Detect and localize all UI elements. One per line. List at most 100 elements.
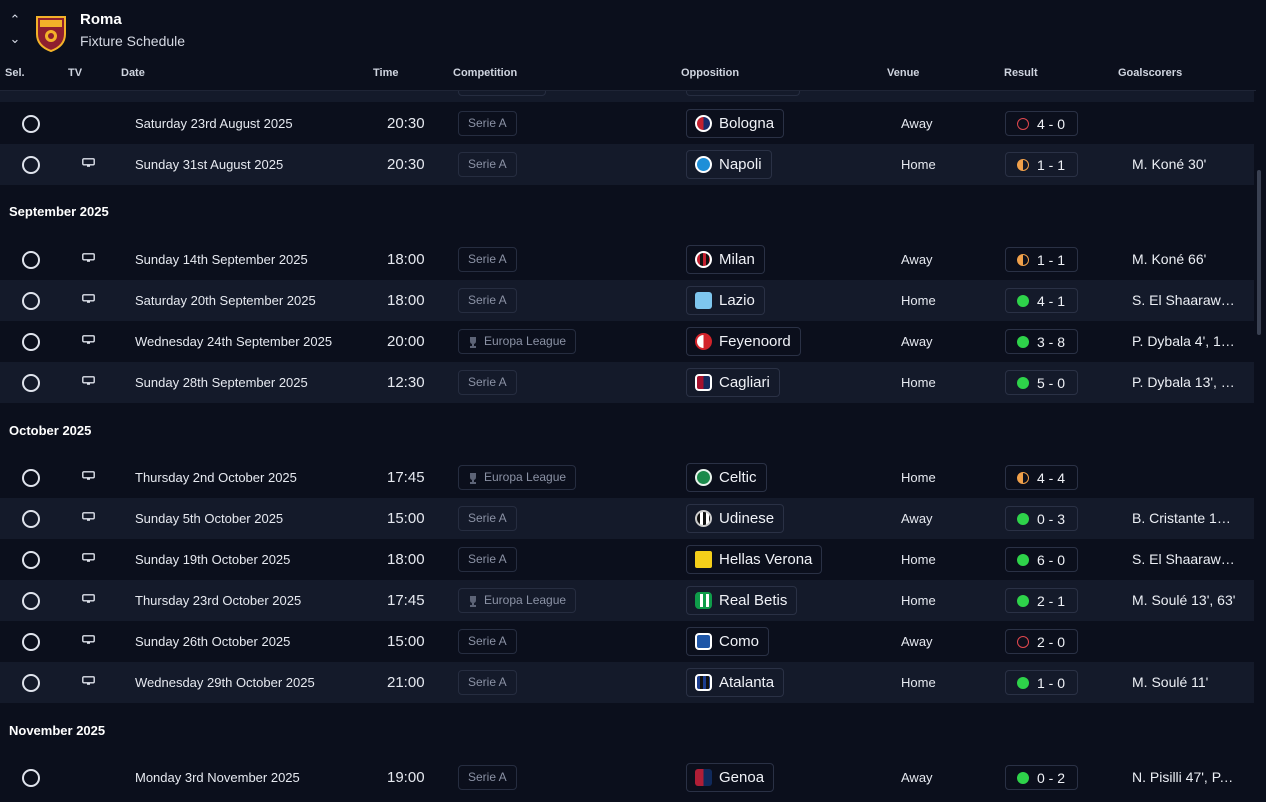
competition-label: Serie A — [468, 375, 507, 389]
col-tv[interactable]: TV — [68, 67, 83, 79]
result-pill[interactable]: 4 - 1 — [1005, 288, 1078, 313]
competition-pill[interactable]: Serie A — [458, 765, 517, 790]
competition-label: Serie A — [468, 293, 507, 307]
fixture-row[interactable]: Thursday 23rd October 2025 17:45 Europa Le… — [0, 580, 1254, 621]
opposition-pill[interactable]: Bologna — [686, 109, 785, 138]
select-radio[interactable] — [22, 633, 40, 651]
col-sel[interactable]: Sel. — [5, 67, 25, 79]
fixture-row[interactable]: Sunday 19th October 2025 18:00 Serie A Hell… — [0, 539, 1254, 580]
opposition-pill[interactable]: Feyenoord — [686, 327, 801, 356]
col-result[interactable]: Result — [1004, 67, 1038, 79]
select-radio[interactable] — [22, 674, 40, 692]
col-venue[interactable]: Venue — [887, 67, 920, 79]
col-opposition[interactable]: Opposition — [681, 67, 740, 79]
opposition-pill[interactable]: Atalanta — [686, 668, 785, 697]
select-radio[interactable] — [22, 333, 40, 351]
competition-pill[interactable]: Serie A — [458, 288, 517, 313]
select-radio[interactable] — [22, 251, 40, 269]
competition-pill[interactable]: Europa League — [458, 329, 577, 354]
opposition-pill[interactable]: Genoa — [686, 763, 775, 792]
fixture-row[interactable]: Sunday 26th October 2025 15:00 Serie A Como… — [0, 621, 1254, 662]
select-radio[interactable] — [22, 156, 40, 174]
select-radio[interactable] — [22, 292, 40, 310]
fixture-row[interactable]: Wednesday 24th September 2025 20:00 Europa… — [0, 321, 1254, 362]
fixture-row[interactable]: Saturday 20th September 2025 18:00 Serie A… — [0, 280, 1254, 321]
select-radio[interactable] — [22, 592, 40, 610]
scrollbar[interactable] — [1257, 170, 1261, 335]
partial-competition-pill — [458, 91, 546, 96]
result-pill[interactable]: 5 - 0 — [1005, 370, 1078, 395]
result-score: 0 - 3 — [1037, 510, 1066, 527]
fixture-row[interactable]: Saturday 23rd August 2025 20:30 Serie A Bol… — [0, 103, 1254, 144]
result-score: 1 - 1 — [1037, 251, 1066, 268]
competition-pill[interactable]: Serie A — [458, 547, 517, 572]
select-radio[interactable] — [22, 551, 40, 569]
fixture-venue: Away — [901, 770, 933, 785]
result-indicator-icon — [1017, 512, 1029, 525]
tv-icon — [82, 294, 95, 303]
competition-pill[interactable]: Serie A — [458, 506, 517, 531]
lazio-badge — [695, 292, 712, 309]
competition-pill[interactable]: Europa League — [458, 588, 577, 613]
tv-icon — [82, 471, 95, 480]
result-pill[interactable]: 0 - 3 — [1005, 506, 1078, 531]
result-pill[interactable]: 4 - 4 — [1005, 465, 1078, 490]
tv-icon — [82, 158, 95, 167]
select-radio[interactable] — [22, 115, 40, 133]
col-date[interactable]: Date — [121, 67, 145, 79]
competition-pill[interactable]: Serie A — [458, 629, 517, 654]
opposition-name: Feyenoord — [719, 333, 791, 350]
tv-icon — [82, 512, 95, 521]
fixture-venue: Home — [901, 375, 936, 390]
result-score: 3 - 8 — [1037, 333, 1066, 350]
opposition-pill[interactable]: Real Betis — [686, 586, 798, 615]
competition-pill[interactable]: Europa League — [458, 465, 577, 490]
result-pill[interactable]: 6 - 0 — [1005, 547, 1078, 572]
goalscorers: M. Soulé 11' — [1132, 674, 1209, 690]
goalscorers: S. El Shaaraw… — [1132, 551, 1235, 567]
fixture-row[interactable]: Monday 3rd November 2025 19:00 Serie A Geno… — [0, 757, 1254, 798]
opposition-pill[interactable]: Como — [686, 627, 770, 656]
opposition-pill[interactable]: Hellas Verona — [686, 545, 823, 574]
competition-pill[interactable]: Serie A — [458, 670, 517, 695]
result-pill[interactable]: 2 - 1 — [1005, 588, 1078, 613]
opposition-pill[interactable]: Napoli — [686, 150, 772, 179]
result-pill[interactable]: 2 - 0 — [1005, 629, 1078, 654]
col-goalscorers[interactable]: Goalscorers — [1118, 67, 1183, 79]
opposition-pill[interactable]: Cagliari — [686, 368, 780, 397]
col-time[interactable]: Time — [373, 67, 399, 79]
select-radio[interactable] — [22, 510, 40, 528]
opposition-name: Milan — [719, 251, 755, 268]
opposition-pill[interactable]: Milan — [686, 245, 765, 274]
competition-pill[interactable]: Serie A — [458, 370, 517, 395]
result-pill[interactable]: 4 - 0 — [1005, 111, 1078, 136]
fixture-row[interactable]: Sunday 31st August 2025 20:30 Serie A Napol… — [0, 144, 1254, 185]
select-radio[interactable] — [22, 769, 40, 787]
chevron-up-icon[interactable]: ⌃ — [9, 12, 21, 27]
competition-pill[interactable]: Serie A — [458, 152, 517, 177]
opposition-pill[interactable]: Lazio — [686, 286, 765, 315]
fixture-row[interactable]: Sunday 14th September 2025 18:00 Serie A Mi… — [0, 239, 1254, 280]
opposition-pill[interactable]: Udinese — [686, 504, 785, 533]
opposition-pill[interactable]: Celtic — [686, 463, 767, 492]
competition-pill[interactable]: Serie A — [458, 111, 517, 136]
competition-pill[interactable]: Serie A — [458, 247, 517, 272]
real-betis-badge — [695, 592, 712, 609]
fixture-row[interactable]: Sunday 5th October 2025 15:00 Serie A Udine… — [0, 498, 1254, 539]
goalscorers: P. Dybala 13', … — [1132, 374, 1235, 390]
fixture-row[interactable]: Thursday 2nd October 2025 17:45 Europa Lea… — [0, 457, 1254, 498]
result-pill[interactable]: 0 - 2 — [1005, 765, 1078, 790]
select-radio[interactable] — [22, 469, 40, 487]
result-pill[interactable]: 1 - 1 — [1005, 247, 1078, 272]
fixture-row[interactable]: Wednesday 29th October 2025 21:00 Serie A A… — [0, 662, 1254, 703]
result-pill[interactable]: 3 - 8 — [1005, 329, 1078, 354]
select-radio[interactable] — [22, 374, 40, 392]
fixture-row[interactable]: Sunday 28th September 2025 12:30 Serie A Ca… — [0, 362, 1254, 403]
result-score: 2 - 1 — [1037, 592, 1066, 609]
result-pill[interactable]: 1 - 1 — [1005, 152, 1078, 177]
result-indicator-icon — [1017, 117, 1029, 130]
result-pill[interactable]: 1 - 0 — [1005, 670, 1078, 695]
chevron-down-icon[interactable]: ⌄ — [9, 31, 21, 46]
goalscorers: S. El Shaaraw… — [1132, 292, 1235, 308]
col-competition[interactable]: Competition — [453, 67, 518, 79]
